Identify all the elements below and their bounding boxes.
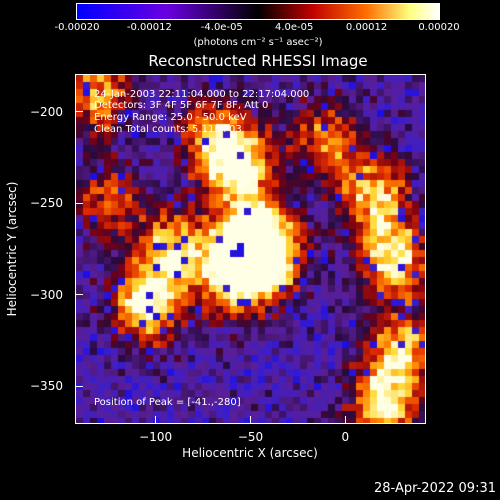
annotation-energy: Energy Range: 25.0 - 50.0 keV	[94, 112, 247, 123]
y-tick-label: −200	[30, 104, 63, 119]
x-tick-mark	[344, 416, 346, 423]
x-tick-label: 0	[341, 430, 350, 444]
x-tick-mark	[155, 416, 157, 423]
colorbar	[76, 3, 440, 20]
y-tick-mark	[76, 202, 83, 204]
heatmap-image	[76, 75, 425, 423]
x-tick-label: −100	[139, 430, 173, 444]
chart-title: Reconstructed RHESSI Image	[148, 52, 368, 70]
y-tick-mark	[76, 294, 83, 296]
colorbar-tick-label: 0.00020	[418, 22, 460, 33]
timestamp: 28-Apr-2022 09:31	[374, 481, 496, 496]
colorbar-tick-label: -0.00020	[54, 22, 100, 33]
colorbar-tick-label: 4.0e-05	[274, 22, 314, 33]
colorbar-gradient	[77, 4, 439, 19]
y-tick-mark	[76, 111, 83, 113]
colorbar-unit-label: (photons cm⁻² s⁻¹ asec⁻²)	[193, 37, 323, 48]
annotation-time-range: 24-Jan-2003 22:11:04.000 to 22:17:04.000	[94, 89, 310, 100]
y-tick-label: −300	[30, 287, 63, 302]
annotation-peak: Position of Peak = [-41.,-280]	[94, 397, 241, 408]
plot-area: 24-Jan-2003 22:11:04.000 to 22:17:04.000…	[75, 74, 426, 424]
y-axis-label: Heliocentric Y (arcsec)	[5, 181, 19, 317]
x-tick-mark	[250, 416, 251, 423]
colorbar-tick-label: -0.00012	[126, 22, 172, 33]
y-tick-label: −350	[30, 379, 63, 394]
colorbar-tick-label: -4.0e-05	[200, 22, 243, 33]
colorbar-tick-label: 0.00012	[345, 22, 388, 33]
x-axis-label: Heliocentric X (arcsec)	[182, 446, 318, 460]
y-tick-mark	[76, 385, 83, 387]
annotation-method: Clean Total counts: 5.11E+03	[94, 124, 242, 135]
annotation-detectors: Detectors: 3F 4F 5F 6F 7F 8F, Att 0	[94, 100, 269, 111]
y-tick-label: −250	[30, 196, 63, 211]
x-tick-label: −50	[237, 430, 264, 444]
